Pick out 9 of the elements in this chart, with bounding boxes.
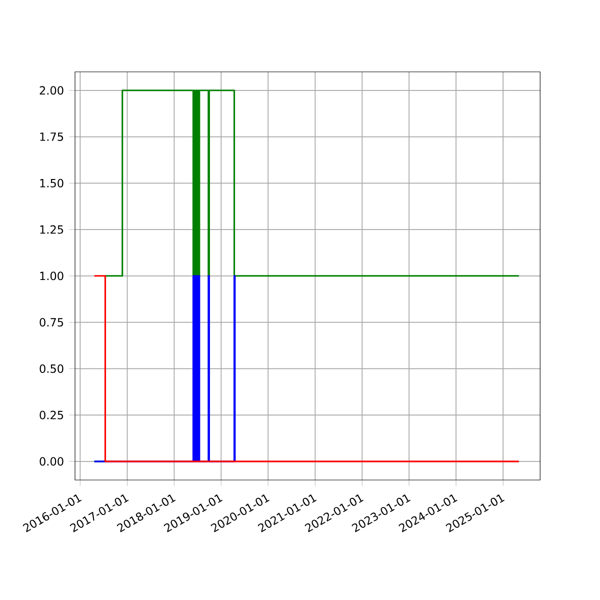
y-tick-label: 1.25 xyxy=(40,225,64,234)
y-tick-label: 1.00 xyxy=(40,272,64,280)
y-tick-label: 0.25 xyxy=(40,410,64,420)
y-tick-label: 0.00 xyxy=(40,457,64,466)
y-tick-label: 2.00 xyxy=(40,86,64,95)
y-tick-label: 0.75 xyxy=(40,318,64,327)
y-tick-label: 0.50 xyxy=(40,364,64,373)
y-tick-label: 1.50 xyxy=(40,178,64,188)
y-tick-label: 1.75 xyxy=(40,132,64,141)
